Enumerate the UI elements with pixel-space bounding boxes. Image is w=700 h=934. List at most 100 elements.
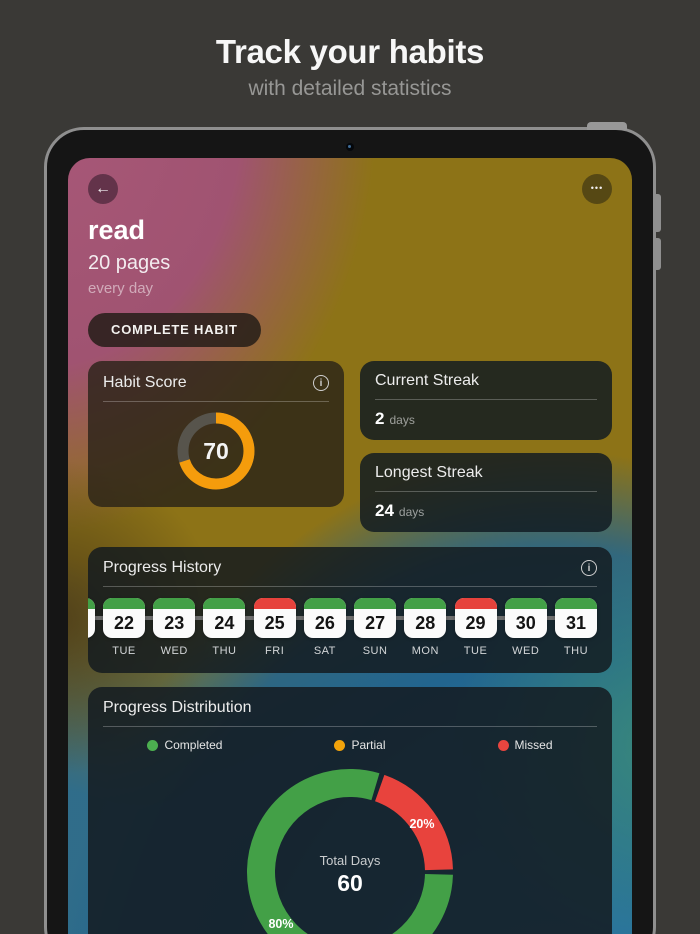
app-content: ← ••• read 20 pages every day COMPLETE H… — [68, 158, 632, 934]
day-item[interactable]: 24 THU — [203, 598, 246, 657]
calendar-day-icon: 30 — [504, 598, 547, 638]
day-status-band — [88, 598, 95, 609]
day-item[interactable]: 26 SAT — [303, 598, 346, 657]
calendar-day-icon: 28 — [404, 598, 447, 638]
calendar-day-icon: 31 — [554, 598, 597, 638]
day-number: 23 — [164, 613, 185, 633]
promo-title: Track your habits — [215, 33, 485, 70]
day-weekday: TUE — [463, 645, 488, 657]
day-status-band — [253, 598, 296, 609]
legend-item-partial: Partial — [334, 738, 386, 752]
partial-dot-icon — [334, 739, 346, 751]
day-item[interactable]: 28 MON — [404, 598, 447, 657]
current-streak-card: Current Streak 2 days — [360, 361, 612, 440]
back-arrow-icon: ← — [95, 180, 111, 197]
progress-history-info-icon[interactable]: i — [581, 560, 597, 576]
progress-distribution-title: Progress Distribution — [103, 699, 252, 716]
day-weekday: THU — [212, 645, 237, 657]
day-weekday: MON — [411, 645, 439, 657]
habit-goal: 20 pages — [88, 252, 171, 274]
day-weekday: FRI — [265, 645, 285, 657]
missed-dot-icon — [497, 739, 509, 751]
divider — [103, 726, 597, 727]
donut-center-label: Total Days — [320, 853, 381, 868]
progress-history-header: Progress History i — [103, 559, 597, 577]
current-streak-value: 2 — [375, 409, 385, 428]
day-item[interactable]: 30 WED — [504, 598, 547, 657]
day-weekday: MON — [88, 645, 95, 657]
habit-score-title: Habit Score — [103, 374, 187, 391]
streaks-column: Current Streak 2 days Longest Streak — [360, 361, 612, 532]
day-item-clipped: 21 MON — [88, 598, 95, 657]
divider — [103, 401, 329, 402]
legend-item-completed: Completed — [147, 738, 222, 752]
calendar-day-icon: 21 — [88, 598, 95, 638]
complete-habit-button[interactable]: COMPLETE HABIT — [88, 313, 261, 347]
progress-history-title: Progress History — [103, 559, 222, 576]
progress-distribution-card: Progress Distribution Completed Partial — [88, 687, 612, 934]
legend-label: Completed — [164, 738, 223, 752]
day-item[interactable]: 29 TUE — [454, 598, 497, 657]
day-item[interactable]: 23 WED — [153, 598, 196, 657]
longest-streak-title: Longest Streak — [375, 464, 483, 481]
day-weekday: WED — [512, 645, 540, 657]
day-number: 29 — [465, 613, 486, 633]
calendar-day-icon: 23 — [153, 598, 196, 638]
day-status-band — [203, 598, 246, 609]
habit-score-value: 70 — [203, 438, 229, 464]
divider — [103, 586, 597, 587]
day-item[interactable]: 27 SUN — [354, 598, 397, 657]
donut-svg: 20% 80% Total Days 60 — [247, 769, 453, 934]
day-number: 26 — [314, 613, 335, 633]
slice-label-missed: 20% — [409, 817, 434, 831]
tablet-volume-down-button — [653, 238, 661, 270]
habit-name: read — [88, 215, 146, 245]
progress-history-card: Progress History i 21 MON — [88, 547, 612, 673]
more-options-button[interactable]: ••• — [582, 174, 612, 204]
score-ring-svg: 70 — [177, 412, 255, 490]
history-timeline: 21 MON 22 TUE — [88, 598, 597, 663]
day-status-band — [454, 598, 497, 609]
day-item[interactable]: 31 THU — [554, 598, 597, 657]
current-streak-unit: days — [389, 413, 415, 427]
legend-item-missed: Missed — [497, 738, 553, 752]
day-weekday: WED — [160, 645, 188, 657]
habit-score-info-icon[interactable]: i — [313, 375, 329, 391]
day-status-band — [103, 598, 145, 609]
longest-streak-value-row: 24 days — [375, 501, 597, 521]
habit-score-card: Habit Score i 70 — [88, 361, 344, 507]
longest-streak-value: 24 — [375, 501, 394, 520]
promo-heading: Track your habits with detailed statisti… — [0, 33, 700, 101]
tablet-device: ← ••• read 20 pages every day COMPLETE H… — [44, 122, 661, 934]
day-number: 28 — [415, 613, 436, 633]
completed-dot-icon — [147, 739, 159, 751]
calendar-day-icon: 27 — [354, 598, 397, 638]
day-number: 27 — [365, 613, 386, 633]
habit-score-gauge: 70 — [103, 409, 329, 493]
habit-score-header: Habit Score i — [103, 374, 329, 392]
current-streak-value-row: 2 days — [375, 409, 597, 429]
tablet-power-button — [587, 122, 627, 130]
stats-row: Habit Score i 70 — [88, 361, 612, 532]
day-weekday: SAT — [313, 645, 336, 657]
back-button[interactable]: ← — [88, 174, 118, 204]
day-weekday: THU — [563, 645, 589, 657]
day-item[interactable]: 25 FRI — [253, 598, 296, 657]
calendar-day-icon: 22 — [103, 598, 145, 638]
day-status-band — [153, 598, 196, 609]
day-status-band — [404, 598, 447, 609]
days-row: 21 MON 22 TUE — [88, 598, 597, 657]
ellipsis-icon: ••• — [590, 183, 604, 193]
slice-label-completed: 80% — [268, 917, 293, 931]
legend-label: Missed — [514, 738, 553, 752]
calendar-day-icon: 25 — [253, 598, 296, 638]
day-weekday: SUN — [362, 645, 388, 657]
calendar-day-icon: 26 — [303, 598, 346, 638]
tablet-volume-up-button — [653, 194, 661, 232]
day-number: 25 — [264, 613, 285, 633]
progress-distribution-header: Progress Distribution — [103, 699, 597, 717]
app-screen: ← ••• read 20 pages every day COMPLETE H… — [68, 158, 632, 934]
day-item[interactable]: 22 TUE — [103, 598, 145, 657]
longest-streak-card: Longest Streak 24 days — [360, 453, 612, 532]
day-number: 22 — [113, 613, 135, 633]
